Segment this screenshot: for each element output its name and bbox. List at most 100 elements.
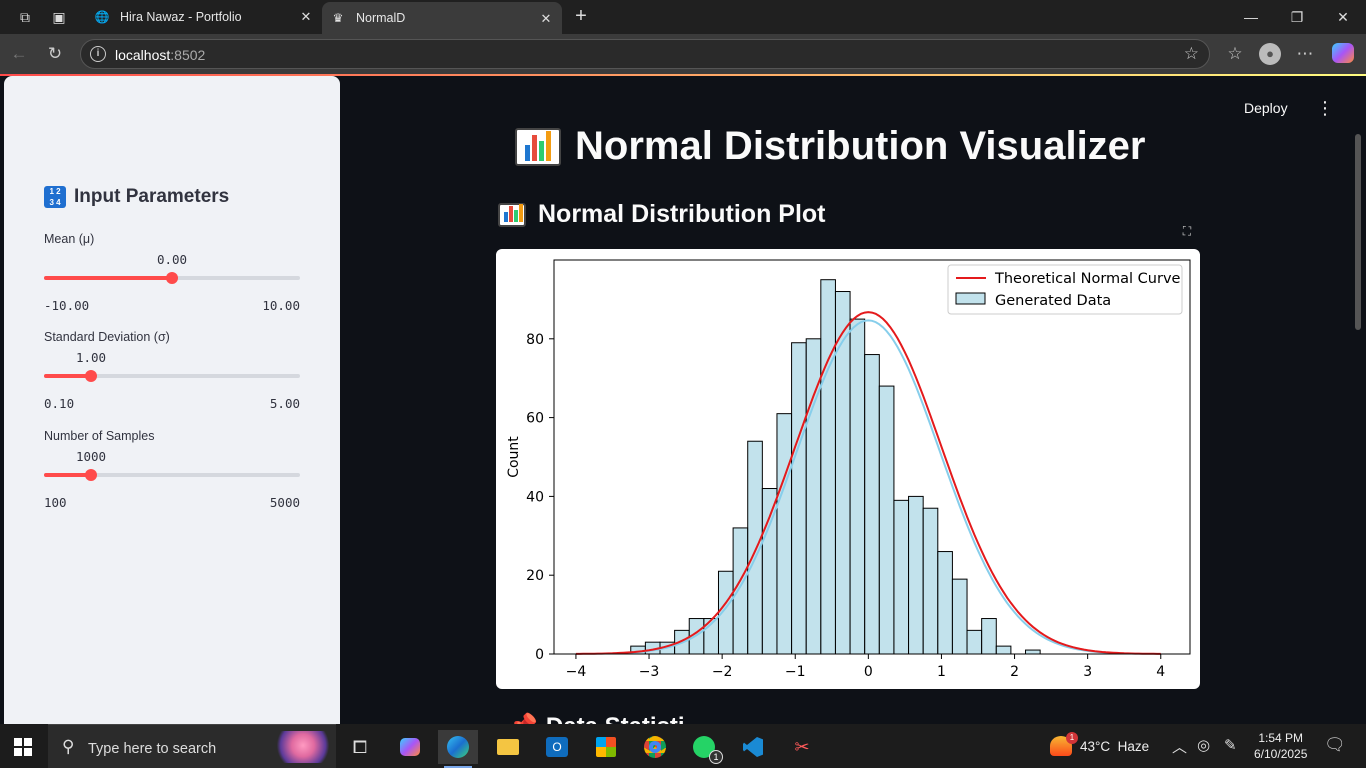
page-title: Normal Distribution Visualizer <box>515 124 1146 169</box>
outlook-icon[interactable]: O <box>537 730 577 764</box>
vscode-icon[interactable] <box>733 730 773 764</box>
slider-fill <box>44 473 91 477</box>
slider-track[interactable] <box>44 370 300 382</box>
histogram-bar <box>908 495 924 655</box>
browser-nav-bar: ← ↻ i localhost:8502 ☆ ☆ ● ⋯ <box>0 34 1366 74</box>
restore-icon[interactable]: ❐ <box>1290 9 1304 25</box>
task-view-icon[interactable]: ⧠ <box>352 736 368 757</box>
url-text[interactable]: localhost:8502 <box>115 47 206 63</box>
windows-start-icon[interactable] <box>14 738 32 756</box>
favorite-star-icon[interactable]: ☆ <box>1183 44 1199 63</box>
histogram-bar <box>849 318 866 655</box>
close-tab-icon[interactable]: ✕ <box>540 11 552 26</box>
slider-max: 5000 <box>269 495 300 510</box>
histogram-bar <box>732 527 749 655</box>
fullscreen-icon[interactable]: ⛶ <box>1182 224 1192 238</box>
histogram-bar <box>995 645 1012 655</box>
weather-alert-badge: 1 <box>1066 732 1078 744</box>
close-window-icon[interactable]: ✕ <box>1337 9 1349 25</box>
new-tab-button[interactable]: + <box>575 5 587 27</box>
x-tick-label: −4 <box>566 664 587 680</box>
slider-track[interactable] <box>44 272 300 284</box>
snipping-tool-icon[interactable]: ✂ <box>794 736 810 757</box>
histogram-bar <box>776 413 793 655</box>
network-icon[interactable]: ◎ <box>1197 737 1211 754</box>
slider-max: 5.00 <box>269 396 300 411</box>
weather-widget[interactable]: 1 43°C Haze <box>1050 732 1150 756</box>
legend-box <box>947 264 1183 315</box>
file-explorer-icon[interactable] <box>488 730 528 764</box>
slider-fill <box>44 374 91 378</box>
pen-icon[interactable]: ✎ <box>1224 737 1237 754</box>
tab-actions-icon[interactable]: ▣ <box>52 9 66 25</box>
weather-text: 43°C Haze <box>1080 738 1150 754</box>
close-tab-icon[interactable]: ✕ <box>300 9 312 24</box>
chrome-icon[interactable] <box>635 730 675 764</box>
clock[interactable]: 1:54 PM 6/10/2025 <box>1254 730 1307 762</box>
deploy-button[interactable]: Deploy <box>1244 100 1288 116</box>
std-dev-slider[interactable]: Standard Deviation (σ) 1.00 0.10 5.00 <box>44 330 300 411</box>
data-statistics-heading: 📌Data Statisti <box>508 712 685 724</box>
clock-time: 1:54 PM <box>1258 731 1304 745</box>
x-tick-label: 3 <box>1083 664 1092 680</box>
whatsapp-icon[interactable]: 1 <box>684 730 724 764</box>
histogram-bar <box>878 385 895 655</box>
search-placeholder: Type here to search <box>88 741 217 757</box>
address-bar[interactable]: i localhost:8502 ☆ <box>80 39 1210 69</box>
x-tick-label: 4 <box>1156 664 1165 680</box>
more-options-icon[interactable]: ⋯ <box>1296 44 1314 63</box>
slider-value: 0.00 <box>156 252 188 267</box>
edge-browser-icon[interactable] <box>438 730 478 768</box>
clock-date: 6/10/2025 <box>1254 747 1308 761</box>
y-tick-label: 60 <box>526 411 544 427</box>
microsoft-store-icon[interactable] <box>586 730 626 764</box>
tab-normald[interactable]: ♛ NormalD ✕ <box>322 2 562 34</box>
legend-label: Generated Data <box>995 293 1111 309</box>
mean-slider[interactable]: Mean (μ) 0.00 -10.00 10.00 <box>44 232 300 313</box>
theoretical-normal-curve <box>575 311 1161 655</box>
copilot-icon[interactable] <box>1332 43 1354 63</box>
favorites-icon[interactable]: ☆ <box>1227 44 1243 63</box>
kde-curve <box>627 319 1110 654</box>
x-tick-label: −3 <box>639 664 660 680</box>
slider-thumb[interactable] <box>85 370 97 382</box>
minimize-icon[interactable]: — <box>1244 9 1258 25</box>
slider-min: -10.00 <box>44 298 90 313</box>
back-arrow-icon[interactable]: ← <box>10 44 28 63</box>
taskbar-search[interactable]: ⚲ Type here to search <box>48 724 336 768</box>
slider-thumb[interactable] <box>166 272 178 284</box>
site-info-icon[interactable]: i <box>90 46 106 62</box>
copilot-taskbar-icon[interactable] <box>390 730 430 764</box>
legend: Theoretical Normal Curve Generated Data <box>947 264 1183 315</box>
notifications-icon[interactable]: 🗨 <box>1324 735 1346 754</box>
tray-chevron-up-icon[interactable]: ︿ <box>1172 739 1188 756</box>
histogram-bar <box>893 499 910 655</box>
slider-value: 1.00 <box>75 350 107 365</box>
workspaces-icon[interactable]: ⧉ <box>20 9 30 25</box>
pin-icon: 📌 <box>508 713 538 724</box>
header-decoration <box>0 74 1366 76</box>
page-scrollbar[interactable] <box>1355 134 1361 330</box>
tab-portfolio[interactable]: 🌐 Hira Nawaz - Portfolio ✕ <box>86 0 322 34</box>
histogram-bar <box>981 618 997 655</box>
main-menu-icon[interactable]: ⋮ <box>1316 98 1334 118</box>
y-axis-label: Count <box>506 436 522 478</box>
y-tick-label: 20 <box>526 568 544 584</box>
slider-value: 1000 <box>75 449 107 464</box>
profile-avatar-icon[interactable]: ● <box>1259 43 1281 65</box>
slider-track[interactable] <box>44 469 300 481</box>
samples-slider[interactable]: Number of Samples 1000 100 5000 <box>44 429 300 510</box>
y-tick-label: 40 <box>526 489 544 505</box>
taskbar: ⚲ Type here to search ⧠ O 1 ✂ 1 43°C Haz… <box>0 724 1366 768</box>
whatsapp-badge: 1 <box>709 750 723 764</box>
slider-fill <box>44 276 172 280</box>
chart-container: −4 −3 −2 −1 0 1 2 3 4 0 20 40 60 80 Count Theoretical N… <box>496 249 1200 689</box>
slider-min: 100 <box>44 495 67 510</box>
refresh-icon[interactable]: ↻ <box>47 44 63 63</box>
slider-thumb[interactable] <box>85 469 97 481</box>
histogram-bar <box>951 578 968 655</box>
